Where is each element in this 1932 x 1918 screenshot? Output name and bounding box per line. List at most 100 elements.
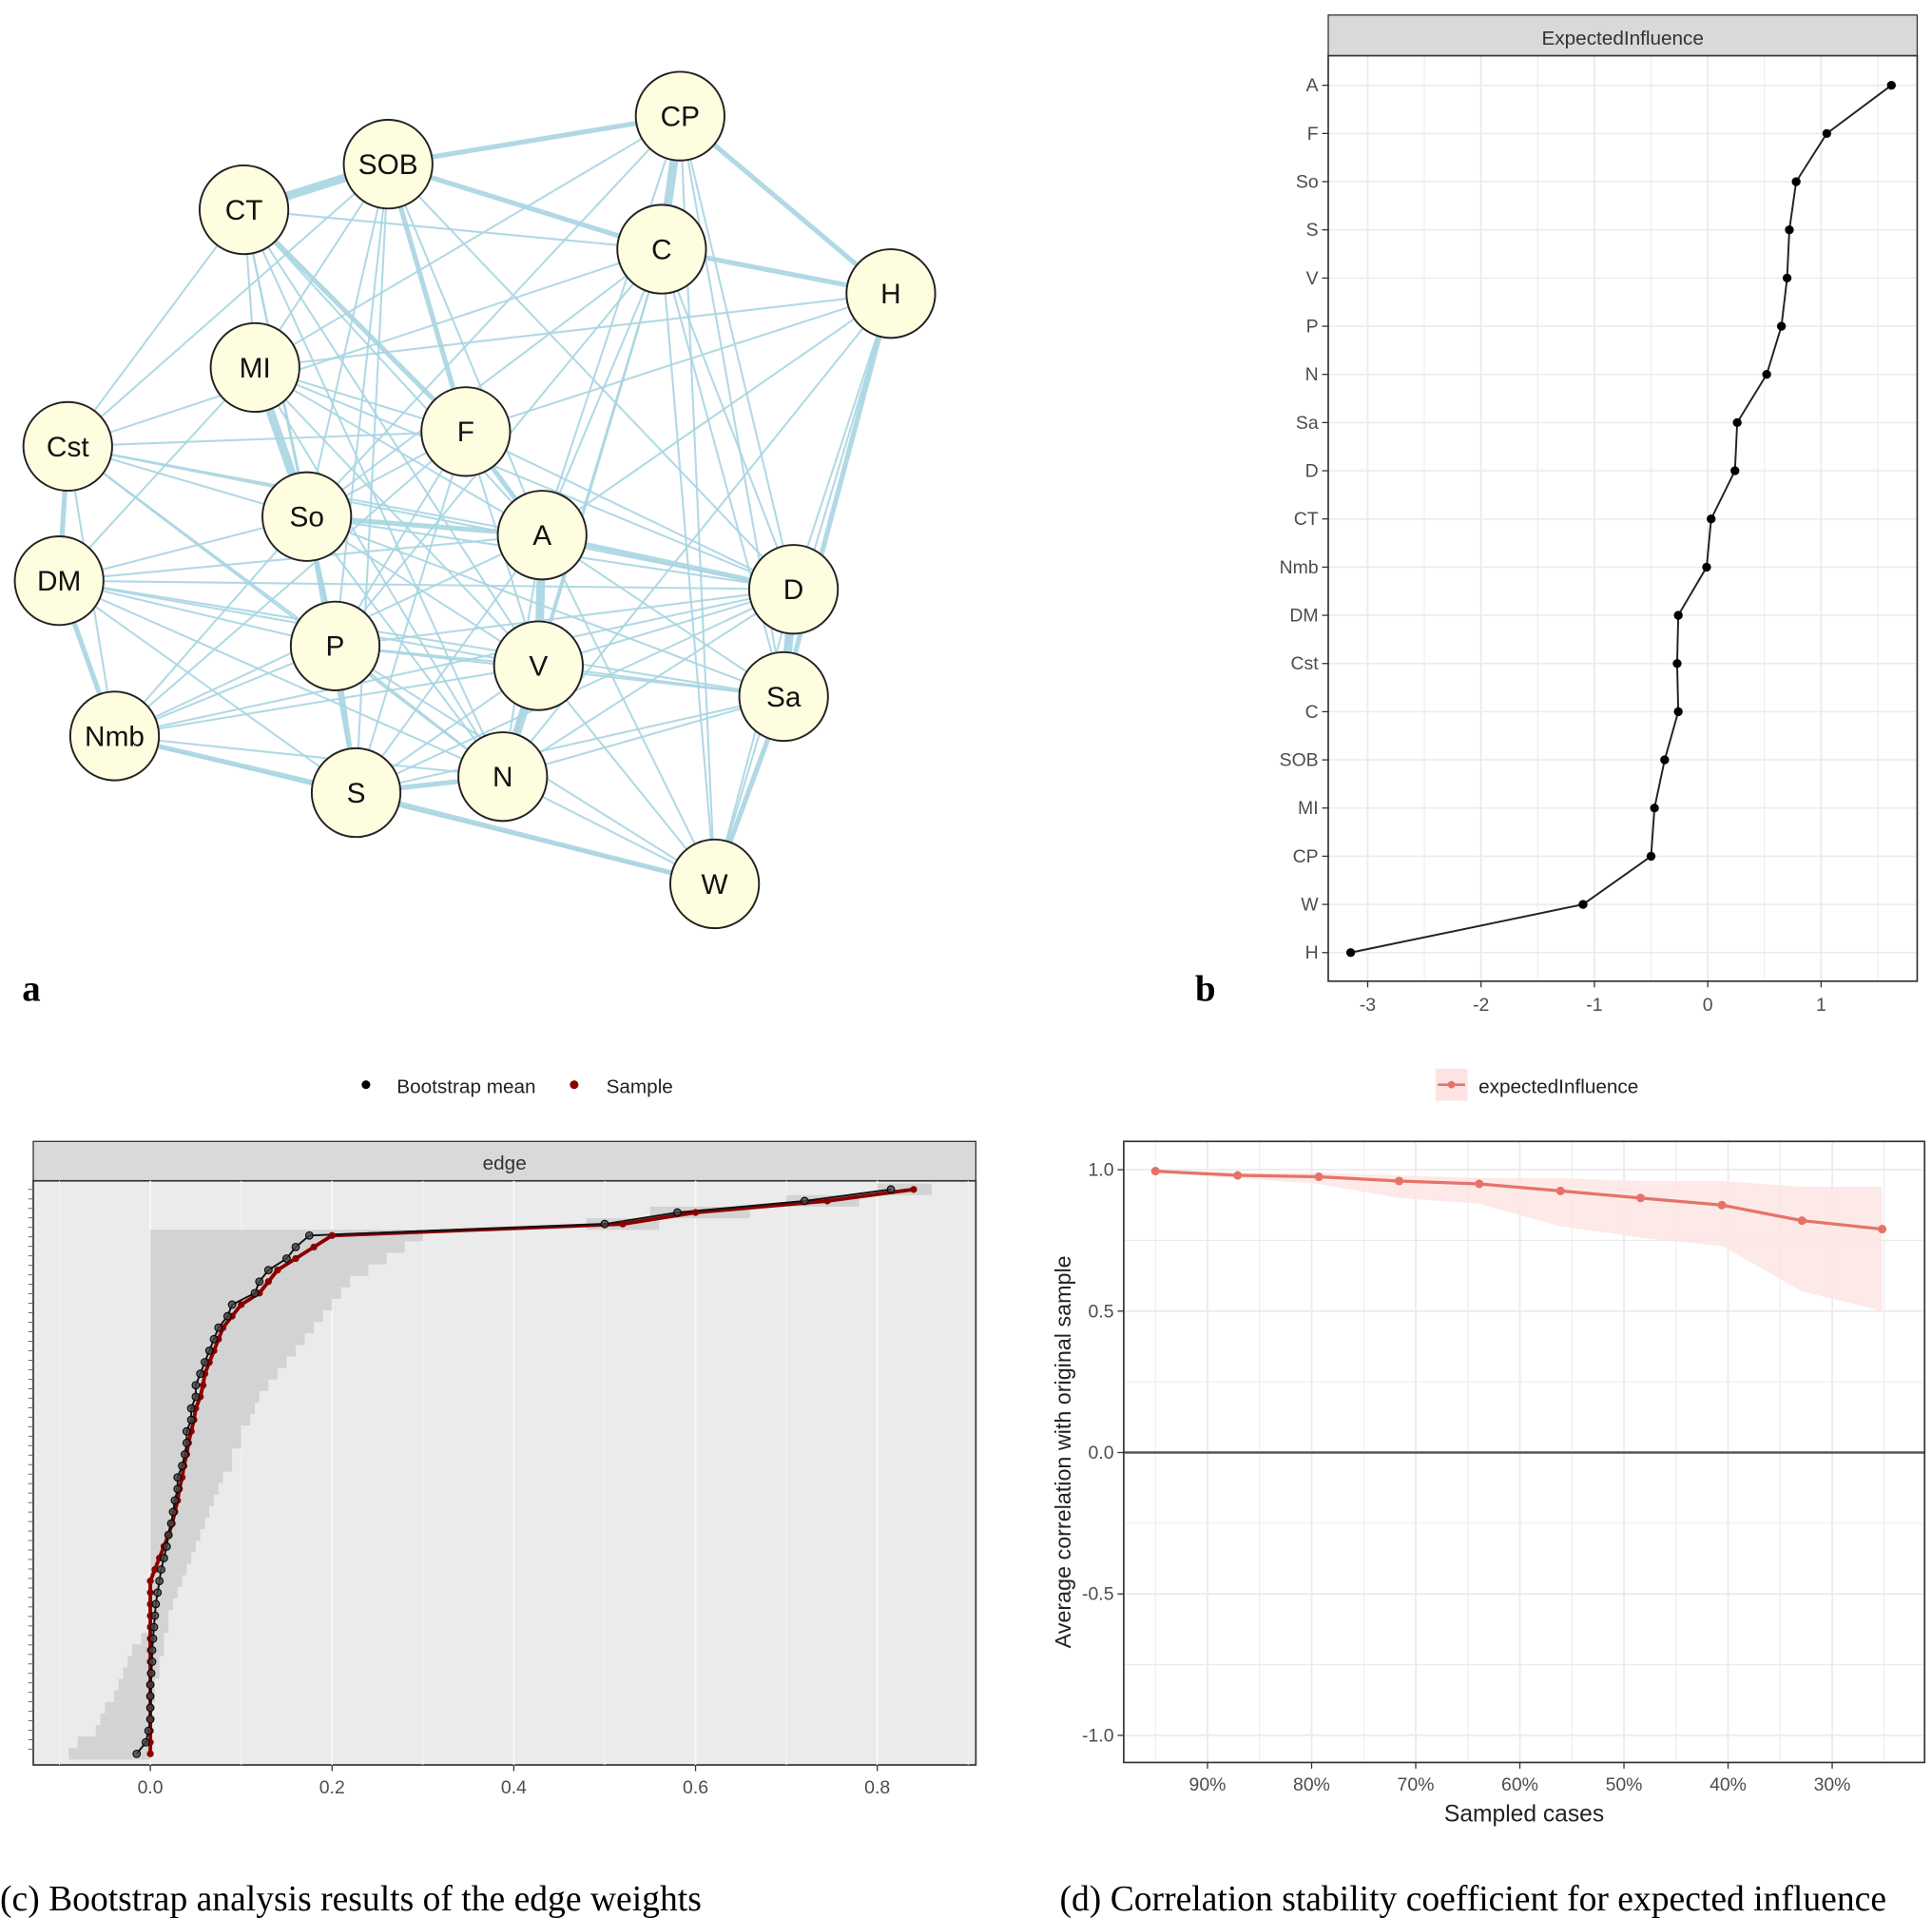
x-tick-label: 80% [1293, 1774, 1330, 1795]
node-label: MI [240, 353, 271, 384]
bootstrap-mean-point [147, 1645, 157, 1655]
x-tick-label: 0.8 [864, 1777, 890, 1798]
bootstrap-mean-point [132, 1749, 142, 1758]
ci-bar [150, 1425, 242, 1438]
x-tick-label: -2 [1473, 995, 1489, 1016]
network-edge [502, 588, 795, 778]
y-tick-label: SOB [1280, 750, 1319, 771]
influence-point [1578, 900, 1588, 909]
network-panel-a: CP SOB CT C H MI Cst F So A DM D P V Sa Nmb S N W [13, 70, 937, 930]
bootstrap-mean-point [148, 1634, 158, 1643]
influence-point [1660, 755, 1670, 765]
ci-bar [150, 1540, 196, 1553]
network-edge [465, 430, 795, 591]
strip-label: edge [483, 1153, 527, 1174]
influence-point [1345, 948, 1356, 958]
bootstrap-mean-point [227, 1300, 237, 1309]
y-tick-label: CP [1293, 846, 1319, 867]
x-tick-label: 30% [1814, 1774, 1851, 1795]
ci-bar [150, 1402, 256, 1415]
panel-label-b: b [1195, 969, 1216, 1010]
network-edge [113, 431, 467, 737]
bootstrap-mean-point [173, 1484, 183, 1494]
ci-bar [150, 1367, 278, 1380]
network-edge [242, 208, 543, 536]
bootstrap-mean-point [164, 1530, 173, 1540]
network-edge [387, 163, 795, 591]
ci-bar [150, 1345, 297, 1357]
sample-point [199, 1382, 207, 1389]
node-label: Nmb [85, 721, 145, 752]
network-edge [242, 207, 468, 434]
ci-bar [150, 1460, 233, 1472]
ci-bar [105, 1701, 151, 1714]
y-tick-label: H [1305, 942, 1319, 963]
influence-point [1650, 804, 1659, 813]
y-tick-label: P [1306, 317, 1319, 338]
node-label: D [783, 574, 804, 606]
network-node [457, 731, 549, 823]
bootstrap-mean-point [145, 1715, 155, 1724]
stability-point [1555, 1186, 1565, 1195]
network-edge [254, 366, 504, 778]
ci-bar [150, 1494, 215, 1506]
network-node [738, 650, 829, 743]
network-edge [387, 162, 663, 252]
ci-bar [77, 1736, 151, 1749]
bootstrap-mean-point [182, 1438, 191, 1447]
caption-c: (c) Bootstrap analysis results of the ed… [0, 1880, 702, 1918]
node-label: DM [37, 566, 81, 597]
network-edge [465, 292, 892, 433]
ci-bar [118, 1678, 155, 1691]
sample-point [146, 1578, 154, 1585]
ci-bar [150, 1518, 205, 1530]
bootstrap-mean-point [214, 1323, 223, 1332]
ci-bar [150, 1448, 233, 1461]
ci-bar [68, 1748, 151, 1760]
influence-point [1673, 707, 1683, 717]
bootstrap-mean-point [145, 1680, 155, 1690]
bootstrap-mean-point [191, 1381, 201, 1390]
node-label: C [651, 234, 672, 265]
y-tick-label: C [1305, 702, 1319, 723]
bootstrap-mean-point [160, 1554, 168, 1562]
panel-label-a: a [22, 969, 40, 1010]
node-label: CP [661, 101, 700, 132]
bootstrap-mean-point [291, 1242, 300, 1251]
stability-point [1233, 1171, 1243, 1180]
bootstrap-mean-point [181, 1450, 189, 1459]
sample-point [619, 1220, 627, 1228]
network-edge [67, 248, 663, 448]
x-tick-label: 0.6 [683, 1777, 708, 1798]
y-tick-label: N [1305, 364, 1319, 385]
bootstrap-mean-point [150, 1611, 160, 1620]
ci-bar [150, 1390, 260, 1403]
x-tick-label: 90% [1189, 1774, 1227, 1795]
influence-point [1785, 225, 1794, 235]
sample-point [151, 1565, 159, 1574]
bootstrap-mean-point [800, 1196, 809, 1206]
y-tick-label: 0.5 [1089, 1301, 1114, 1322]
network-node [13, 535, 105, 627]
node-label: Cst [47, 432, 89, 463]
network-node [209, 321, 300, 414]
bootstrap-mean-point [209, 1334, 219, 1344]
y-tick-label: -1.0 [1082, 1725, 1114, 1746]
network-edge [305, 515, 504, 778]
stability-point [1797, 1216, 1806, 1226]
bootstrap-mean-point [186, 1415, 196, 1424]
node-label: CT [225, 195, 263, 226]
network-edge [242, 209, 540, 667]
y-tick-label: S [1306, 220, 1319, 241]
influence-point [1702, 562, 1711, 572]
network-edge [242, 209, 504, 778]
node-label: N [493, 762, 513, 793]
influence-point [1732, 417, 1742, 428]
bootstrap-mean-point [153, 1588, 163, 1598]
strip-background [1327, 14, 1919, 57]
network-edge [781, 293, 894, 698]
ci-bar [150, 1529, 201, 1541]
bootstrap-mean-point [222, 1311, 232, 1321]
y-tick-label: 1.0 [1089, 1160, 1114, 1181]
